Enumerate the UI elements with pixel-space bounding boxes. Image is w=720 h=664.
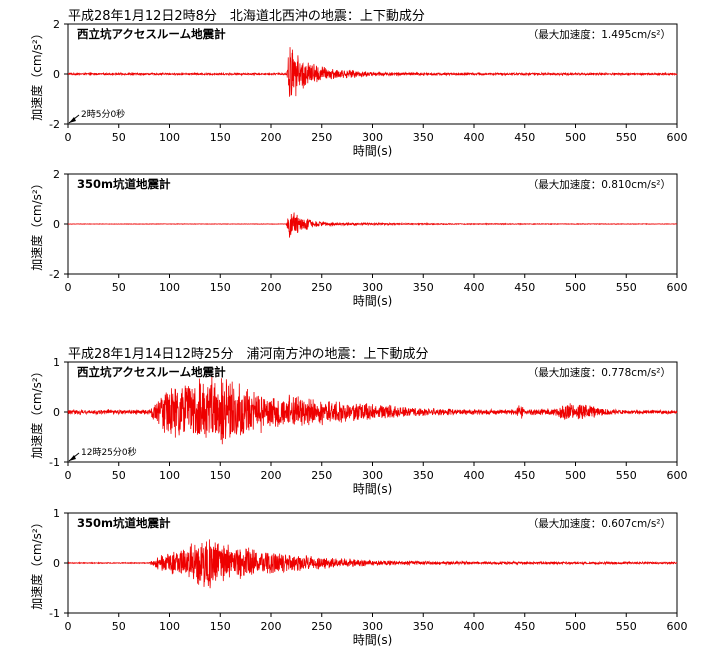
x-tick-label: 350 (413, 620, 434, 633)
x-tick-label: 200 (261, 131, 282, 144)
sensor-label: 350m坑道地震計 (77, 177, 171, 191)
x-tick-label: 600 (667, 131, 688, 144)
x-tick-label: 0 (65, 469, 72, 482)
y-tick-label: 0 (53, 406, 60, 419)
x-tick-label: 350 (413, 469, 434, 482)
acceleration-series-line (67, 212, 678, 238)
x-tick-label: 350 (413, 131, 434, 144)
seismogram-event1-350m-gallery: 0 50 100 150 200 250 300 350 400 450 500 550 600 -2 0 2… (29, 168, 688, 308)
y-tick-label: -2 (49, 118, 60, 131)
x-tick-label: 350 (413, 281, 434, 294)
x-tick-label: 250 (311, 281, 332, 294)
x-tick-label: 100 (159, 281, 180, 294)
y-axis-label: 加速度（cm/s²） (29, 177, 44, 270)
peak-acceleration-label: （最大加速度：0.810cm/s²） (528, 178, 671, 191)
y-tick-label: 0 (53, 218, 60, 231)
x-tick-label: 0 (65, 131, 72, 144)
x-tick-label: 100 (159, 620, 180, 633)
x-tick-label: 300 (362, 281, 383, 294)
x-axis-label: 時間(s) (353, 482, 393, 496)
x-tick-label: 450 (514, 281, 535, 294)
x-tick-label: 150 (210, 281, 231, 294)
x-tick-label: 400 (464, 131, 485, 144)
peak-acceleration-label: （最大加速度：1.495cm/s²） (528, 28, 671, 41)
y-tick-label: 0 (53, 557, 60, 570)
x-tick-label: 400 (464, 620, 485, 633)
y-axis-label: 加速度（cm/s²） (29, 516, 44, 609)
x-axis-label: 時間(s) (353, 144, 393, 158)
x-axis-label: 時間(s) (353, 294, 393, 308)
x-tick-label: 300 (362, 469, 383, 482)
x-tick-label: 550 (616, 281, 637, 294)
x-tick-label: 150 (210, 131, 231, 144)
y-tick-label: 2 (53, 168, 60, 181)
sensor-label: 350m坑道地震計 (77, 516, 171, 530)
x-tick-label: 0 (65, 620, 72, 633)
event-title-1: 平成28年1月12日2時8分 北海道北西沖の地震：上下動成分 (68, 9, 425, 24)
start-arrow-head (69, 117, 76, 123)
x-tick-label: 100 (159, 131, 180, 144)
y-axis-label: 加速度（cm/s²） (29, 365, 44, 458)
peak-acceleration-label: （最大加速度：0.778cm/s²） (528, 366, 671, 379)
acceleration-series-line (67, 47, 678, 97)
y-tick-label: -1 (49, 456, 60, 469)
y-tick-label: 0 (53, 68, 60, 81)
x-tick-label: 600 (667, 281, 688, 294)
x-tick-label: 50 (112, 620, 126, 633)
x-tick-label: 150 (210, 620, 231, 633)
x-tick-label: 400 (464, 281, 485, 294)
x-tick-label: 500 (565, 131, 586, 144)
y-tick-label: -2 (49, 268, 60, 281)
x-tick-label: 100 (159, 469, 180, 482)
x-tick-label: 500 (565, 620, 586, 633)
x-tick-label: 450 (514, 469, 535, 482)
x-tick-label: 0 (65, 281, 72, 294)
x-tick-label: 250 (311, 131, 332, 144)
y-axis-label: 加速度（cm/s²） (29, 27, 44, 120)
start-time-note: 12時25分0秒 (81, 446, 137, 458)
sensor-label: 西立坑アクセスルーム地震計 (77, 365, 226, 379)
x-tick-label: 250 (311, 469, 332, 482)
acceleration-series-line (67, 375, 678, 445)
y-tick-label: -1 (49, 607, 60, 620)
event-title-2: 平成28年1月14日12時25分 浦河南方沖の地震：上下動成分 (68, 347, 429, 362)
x-tick-label: 50 (112, 281, 126, 294)
x-tick-label: 600 (667, 620, 688, 633)
acceleration-series-line (67, 539, 678, 589)
x-tick-label: 400 (464, 469, 485, 482)
x-tick-label: 150 (210, 469, 231, 482)
x-tick-label: 550 (616, 620, 637, 633)
x-tick-label: 50 (112, 469, 126, 482)
start-time-note: 2時5分0秒 (81, 108, 125, 120)
seismogram-event2-access-room: 0 50 100 150 200 250 300 350 400 450 500 550 600-101… (29, 356, 688, 496)
y-tick-label: 2 (53, 18, 60, 31)
seismogram-event1-access-room: 0 50 100 150 200 250 300 350 400 450 500 550 600-202… (29, 18, 688, 158)
x-tick-label: 300 (362, 620, 383, 633)
x-tick-label: 250 (311, 620, 332, 633)
x-tick-label: 450 (514, 620, 535, 633)
sensor-label: 西立坑アクセスルーム地震計 (77, 27, 226, 41)
x-tick-label: 550 (616, 131, 637, 144)
x-tick-label: 200 (261, 620, 282, 633)
x-tick-label: 550 (616, 469, 637, 482)
x-tick-label: 50 (112, 131, 126, 144)
x-tick-label: 500 (565, 281, 586, 294)
seismogram-event2-350m-gallery: 0 50 100 150 200 250 300 350 400 450 500 550 600 -1 0 1… (29, 507, 688, 647)
x-tick-label: 200 (261, 281, 282, 294)
start-arrow-head (69, 455, 76, 461)
y-tick-label: 1 (53, 507, 60, 520)
x-tick-label: 300 (362, 131, 383, 144)
y-tick-label: 1 (53, 356, 60, 369)
x-tick-label: 450 (514, 131, 535, 144)
x-axis-label: 時間(s) (353, 633, 393, 647)
x-tick-label: 200 (261, 469, 282, 482)
peak-acceleration-label: （最大加速度：0.607cm/s²） (528, 517, 671, 530)
x-tick-label: 500 (565, 469, 586, 482)
x-tick-label: 600 (667, 469, 688, 482)
